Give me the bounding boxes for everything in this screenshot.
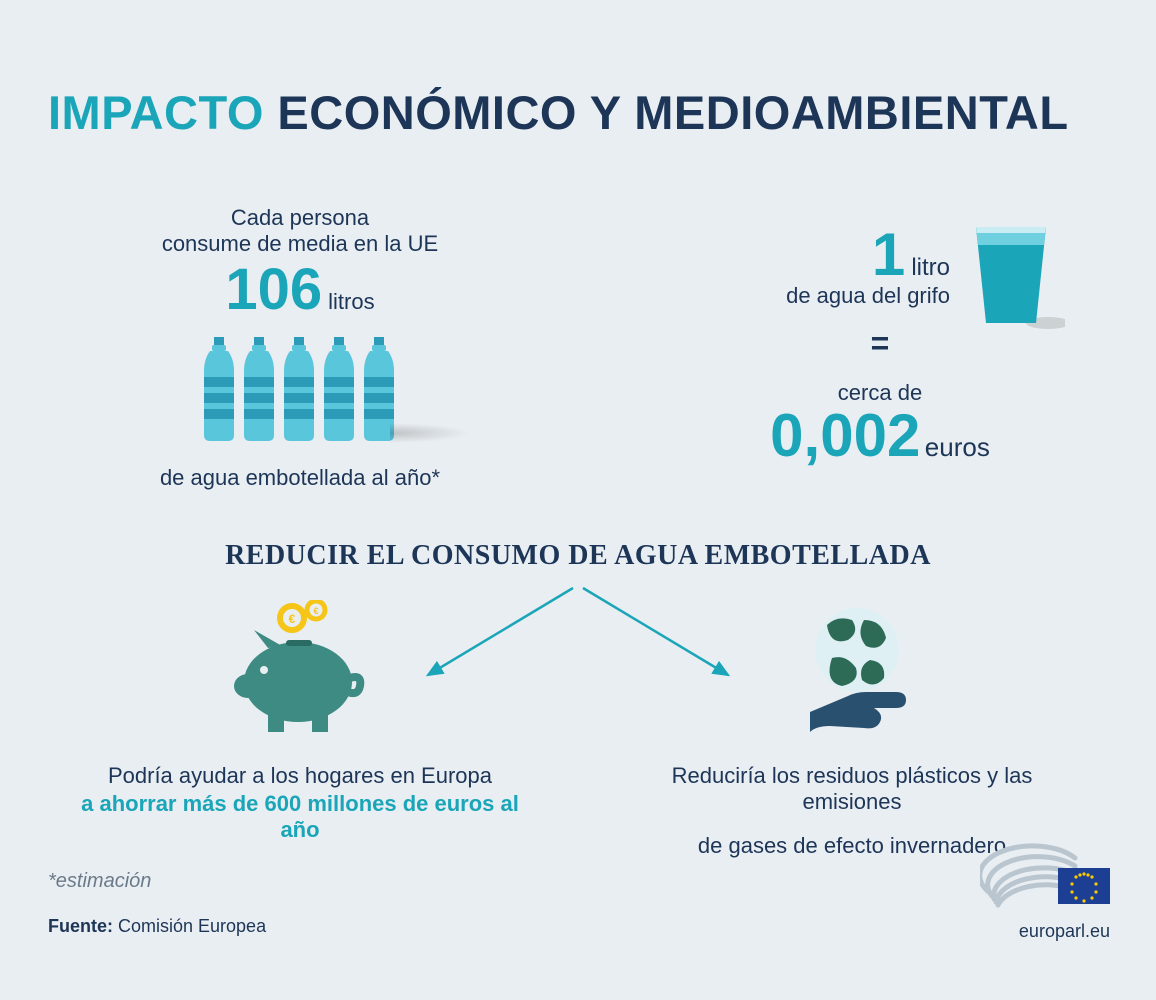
benefit-savings-block: € € Podría ayudar a los hogares en Europ…	[80, 600, 520, 843]
globe-hand-icon	[792, 600, 912, 745]
env-line1: Reduciría los residuos plásticos y las e…	[632, 763, 1072, 815]
source-value: Comisión Europea	[113, 916, 266, 936]
title-rest: ECONÓMICO Y MEDIOAMBIENTAL	[264, 86, 1069, 139]
source-label: Fuente:	[48, 916, 113, 936]
consumption-unit: litros	[328, 289, 374, 314]
savings-line2: a ahorrar más de 600 millones de euros a…	[80, 791, 520, 843]
logo-block: europarl.eu	[980, 838, 1110, 942]
tap-unit: litro	[911, 254, 950, 281]
stat-tapwater-block: 1 litro de agua del grifo = cerca de 0,0…	[720, 225, 1040, 466]
svg-text:€: €	[313, 606, 318, 616]
stat-consumption-block: Cada persona consume de media en la UE 1…	[120, 205, 480, 491]
price-unit: euros	[925, 432, 990, 462]
page-title: IMPACTO ECONÓMICO Y MEDIOAMBIENTAL	[48, 85, 1069, 140]
glass-icon	[970, 223, 1065, 338]
consumption-caption: de agua embotellada al año*	[120, 465, 480, 491]
consumption-value: 106	[225, 261, 322, 319]
piggybank-icon: € €	[220, 600, 380, 745]
consumption-intro-1: Cada persona	[120, 205, 480, 231]
bottles-icon	[200, 337, 400, 437]
europarl-logo-icon	[980, 838, 1110, 908]
tap-value: 1	[872, 221, 905, 288]
source: Fuente: Comisión Europea	[48, 916, 266, 937]
savings-line1: Podría ayudar a los hogares en Europa	[80, 763, 520, 789]
benefit-environment-block: Reduciría los residuos plásticos y las e…	[632, 600, 1072, 859]
consumption-intro-2: consume de media en la UE	[120, 231, 480, 257]
svg-text:€: €	[289, 612, 296, 626]
title-highlight: IMPACTO	[48, 86, 264, 139]
site-url: europarl.eu	[980, 921, 1110, 942]
section-title: REDUCIR EL CONSUMO DE AGUA EMBOTELLADA	[0, 540, 1156, 572]
price-row: 0,002 euros	[720, 406, 1040, 466]
price-value: 0,002	[770, 402, 920, 469]
footnote: *estimación	[48, 870, 151, 893]
consumption-value-row: 106litros	[120, 257, 480, 319]
